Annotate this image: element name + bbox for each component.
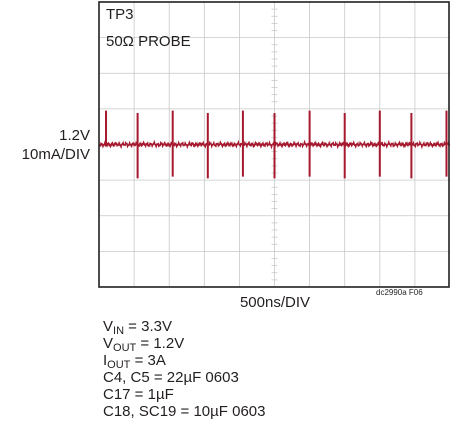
condition-line: C4, C5 = 22µF 0603 bbox=[103, 369, 266, 386]
vertical-scale-label: 10mA/DIV bbox=[21, 146, 90, 163]
condition-name: C17 = 1µF bbox=[103, 386, 174, 403]
condition-subscript: OUT bbox=[107, 359, 131, 371]
figure-code: dc2990a F06 bbox=[376, 288, 423, 297]
trace bbox=[98, 110, 450, 179]
condition-line: IOUT = 3A bbox=[103, 352, 266, 371]
condition-value: = 3.3V bbox=[124, 318, 172, 335]
condition-value: = 3A bbox=[130, 352, 166, 369]
condition-line: C17 = 1µF bbox=[103, 386, 266, 403]
condition-name: C18, SC19 = 10µF 0603 bbox=[103, 403, 266, 420]
condition-name: V bbox=[103, 318, 114, 335]
condition-subscript: IN bbox=[113, 325, 125, 337]
oscilloscope-plot: TP3 50Ω PROBE 1.2V 10mA/DIV 500ns/DIV dc… bbox=[21, 1, 450, 311]
condition-line: VOUT = 1.2V bbox=[103, 335, 266, 354]
condition-name: V bbox=[103, 335, 114, 352]
condition-name: C4, C5 = 22µF 0603 bbox=[103, 369, 239, 386]
channel-label: TP3 bbox=[106, 6, 134, 23]
condition-line: C18, SC19 = 10µF 0603 bbox=[103, 403, 266, 420]
condition-value: = 1.2V bbox=[136, 335, 185, 352]
time-scale-label: 500ns/DIV bbox=[239, 294, 311, 311]
plot-frame bbox=[98, 1, 450, 288]
trace-level-label: 1.2V bbox=[59, 127, 90, 144]
test-conditions: VIN = 3.3V VOUT = 1.2V IOUT = 3A C4, C5 = 2… bbox=[103, 318, 266, 420]
condition-subscript: OUT bbox=[113, 342, 137, 354]
plot-area bbox=[98, 1, 450, 288]
condition-name: I bbox=[103, 352, 108, 369]
probe-label: 50Ω PROBE bbox=[106, 33, 191, 50]
condition-line: VIN = 3.3V bbox=[103, 318, 266, 337]
